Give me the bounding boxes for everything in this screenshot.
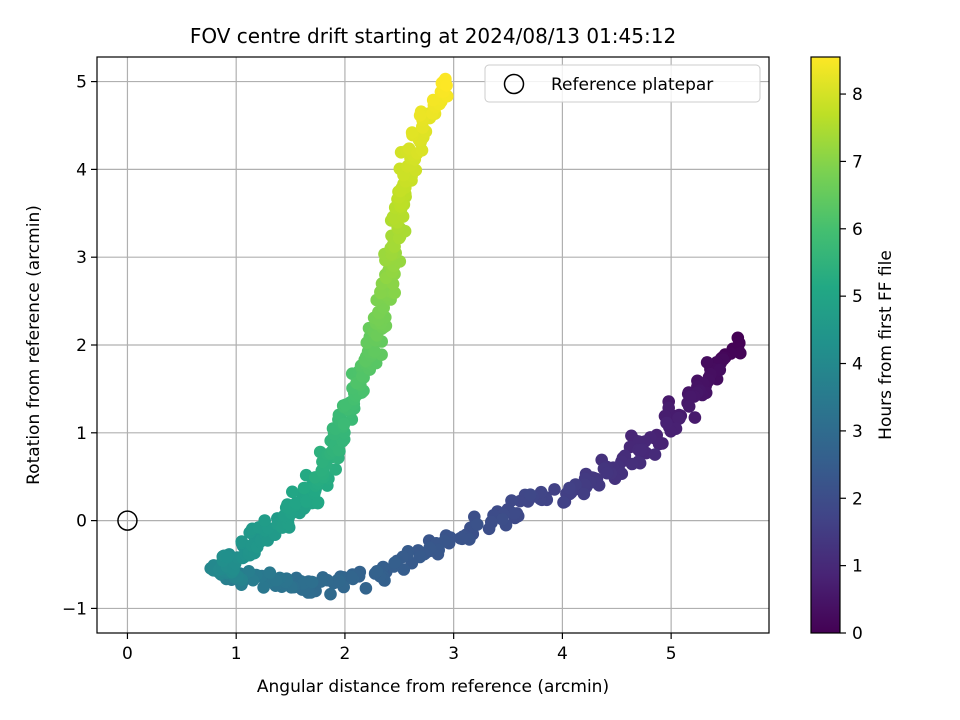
y-tick-label: −1	[62, 599, 87, 619]
data-point	[524, 488, 537, 502]
data-point	[413, 109, 427, 122]
data-point	[329, 463, 343, 476]
colorbar-tick-label: 1	[852, 557, 863, 577]
data-point	[577, 487, 591, 501]
y-tick-label: 3	[76, 248, 87, 268]
colorbar-tick-label: 6	[852, 220, 863, 240]
data-points	[204, 72, 747, 601]
data-point	[682, 400, 696, 413]
data-point	[648, 448, 662, 461]
legend-marker-icon	[503, 73, 525, 95]
data-point	[684, 390, 697, 404]
data-point	[311, 496, 325, 509]
data-point	[393, 184, 407, 198]
legend-box	[484, 64, 761, 103]
colorbar-tick-label: 3	[852, 422, 863, 442]
colorbar-tick-label: 0	[852, 624, 863, 644]
data-point	[471, 518, 484, 531]
data-point	[397, 563, 411, 576]
colorbar-tick-label: 5	[852, 287, 863, 307]
y-tick-label: 5	[76, 73, 87, 93]
data-point	[370, 565, 384, 578]
data-point	[374, 286, 387, 300]
data-point	[496, 513, 509, 526]
colorbar-tick-label: 8	[852, 85, 863, 105]
data-point	[405, 126, 419, 139]
y-tick-label: 2	[76, 336, 87, 356]
data-point	[563, 481, 576, 495]
data-point	[344, 570, 358, 584]
axis-ticks: 0 1 2 3 4 5 −1 0 1 2 3 4 5	[62, 73, 677, 664]
data-point	[600, 466, 614, 480]
data-point	[700, 356, 714, 369]
data-point	[359, 582, 373, 595]
data-point	[324, 587, 337, 601]
data-point	[221, 550, 234, 564]
data-point	[235, 535, 248, 548]
colorbar-tick-label: 4	[852, 355, 863, 375]
data-point	[305, 575, 319, 589]
data-point	[482, 522, 496, 536]
data-point	[300, 495, 313, 508]
y-tick-label: 1	[76, 424, 87, 444]
data-point	[258, 514, 272, 527]
data-point	[734, 346, 747, 360]
data-point	[507, 507, 521, 520]
reference-platepar-marker	[117, 510, 138, 531]
data-point	[440, 79, 453, 92]
data-point	[289, 496, 303, 510]
x-tick-label: 5	[666, 644, 677, 664]
colorbar-label: Hours from first FF file	[876, 250, 896, 440]
x-tick-label: 3	[448, 644, 459, 664]
data-point	[652, 437, 666, 451]
data-point	[286, 485, 299, 499]
chart-title: FOV centre drift starting at 2024/08/13 …	[190, 24, 676, 48]
data-point	[263, 566, 277, 579]
colorbar-tick-label: 7	[852, 152, 863, 172]
data-point	[242, 565, 256, 578]
data-point	[548, 483, 561, 496]
data-point	[625, 457, 639, 471]
data-point	[634, 443, 648, 457]
y-axis-label: Rotation from reference (arcmin)	[24, 205, 44, 485]
legend-label: Reference platepar	[551, 75, 713, 95]
data-point	[257, 581, 270, 594]
data-point	[455, 532, 469, 546]
colorbar-tick-label: 2	[852, 489, 863, 509]
data-point	[388, 556, 401, 570]
data-point	[415, 144, 429, 157]
data-point	[688, 411, 702, 424]
legend: Reference platepar	[484, 64, 761, 103]
data-point	[368, 345, 381, 358]
data-point	[660, 416, 673, 430]
x-tick-label: 1	[231, 644, 242, 664]
x-tick-label: 2	[340, 644, 351, 664]
x-axis-label: Angular distance from reference (arcmin)	[257, 677, 609, 697]
y-tick-label: 4	[76, 160, 87, 180]
x-tick-label: 0	[122, 644, 133, 664]
colorbar-ticks: 0 1 2 3 4 5 6 7 8	[840, 85, 863, 644]
colorbar	[810, 56, 841, 634]
data-point	[672, 411, 685, 425]
y-tick-label: 0	[76, 512, 87, 532]
data-point	[557, 496, 570, 509]
data-point	[337, 417, 351, 431]
data-point	[297, 481, 311, 495]
x-tick-label: 4	[557, 644, 568, 664]
data-point	[426, 93, 440, 107]
